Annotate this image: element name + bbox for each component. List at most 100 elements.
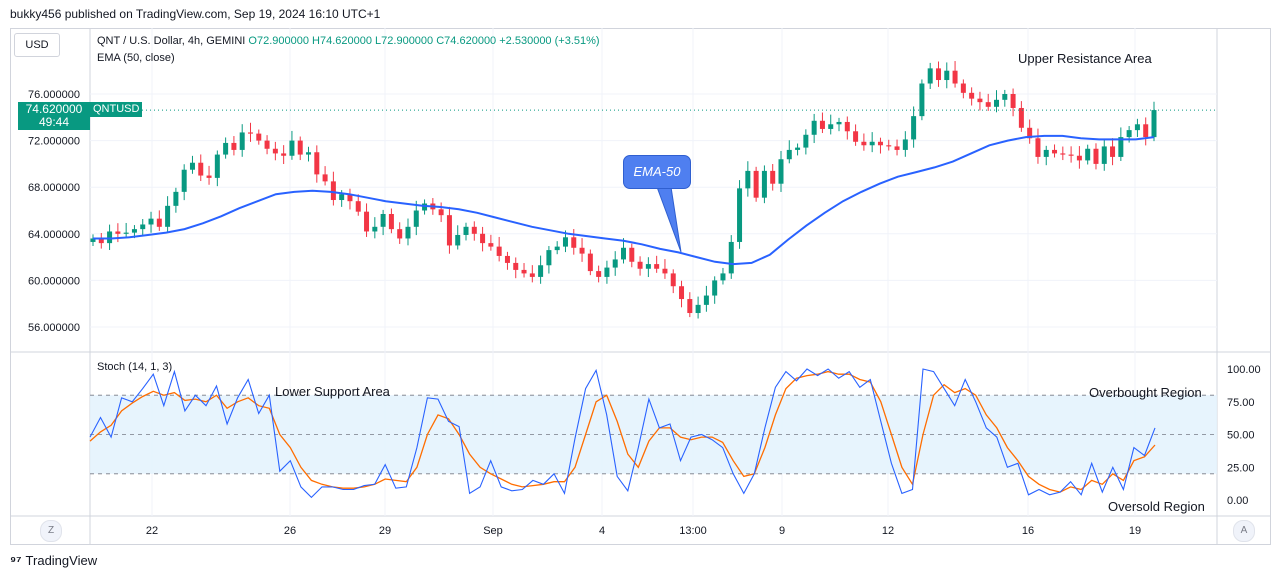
candle-body — [206, 175, 212, 178]
price-tick-label: 64.000000 — [28, 229, 80, 241]
time-tick-label: 13:00 — [679, 525, 707, 537]
candle-body — [761, 170, 767, 198]
legend-close: C74.620000 — [436, 35, 497, 47]
stoch-tick-label: 75.00 — [1227, 397, 1255, 409]
candle-body — [488, 243, 494, 247]
time-tick-label: 29 — [379, 525, 391, 537]
candle-body — [330, 181, 336, 201]
candle-body — [828, 124, 834, 129]
candle-body — [861, 141, 867, 146]
candle-body — [745, 170, 751, 189]
time-tick-label: 22 — [146, 525, 158, 537]
chart-frame — [10, 28, 1271, 545]
stoch-tick-label: 0.00 — [1227, 495, 1248, 507]
candle-body — [1068, 154, 1074, 156]
candle-body — [1101, 146, 1107, 164]
candle-body — [679, 286, 685, 300]
candle-body — [1093, 148, 1099, 164]
candle-body — [422, 203, 428, 211]
candle-body — [463, 226, 469, 235]
candle-body — [1110, 146, 1116, 157]
candle-body — [281, 153, 287, 156]
time-tick-label: 12 — [882, 525, 894, 537]
candle-body — [181, 169, 187, 192]
candle-body — [960, 83, 966, 93]
candle-body — [140, 224, 146, 230]
candle-body — [397, 229, 403, 239]
candle-body — [156, 218, 162, 227]
candle-body — [264, 140, 270, 149]
candle-body — [703, 295, 709, 305]
candle-body — [977, 98, 983, 103]
zoom-button[interactable]: Z — [40, 520, 62, 542]
candle-body — [446, 215, 452, 246]
candle-body — [670, 273, 676, 287]
candle-body — [347, 194, 353, 202]
candle-body — [637, 261, 643, 269]
legend-high: H74.620000 — [312, 35, 372, 47]
candle-body — [90, 238, 96, 242]
candle-body — [471, 226, 477, 234]
time-tick-label: 19 — [1129, 525, 1141, 537]
candle-body — [405, 226, 411, 239]
time-tick-label: 4 — [599, 525, 605, 537]
currency-button[interactable]: USD — [14, 33, 60, 57]
candle-body — [546, 250, 552, 266]
candle-body — [1118, 137, 1124, 157]
time-tick-label: 26 — [284, 525, 296, 537]
candle-body — [869, 141, 875, 146]
stoch-legend[interactable]: Stoch (14, 1, 3) — [97, 361, 173, 373]
candle-body — [480, 233, 486, 244]
publish-header: bukky456 published on TradingView.com, S… — [0, 0, 1281, 28]
ema50-line — [93, 134, 1155, 266]
candle-body — [645, 264, 651, 269]
lower-support-label: Lower Support Area — [275, 384, 391, 399]
candle-body — [314, 152, 320, 175]
candle-body — [239, 132, 245, 150]
candle-body — [521, 269, 527, 274]
symbol-tag: QNTUSD — [90, 102, 143, 117]
candle-body — [529, 273, 535, 277]
candle-body — [621, 247, 626, 260]
candle-body — [604, 267, 610, 277]
bar-timer: 49:44 — [38, 115, 70, 129]
candle-body — [504, 255, 510, 263]
candle-body — [173, 191, 179, 206]
candle-body — [571, 237, 577, 248]
candle-body — [737, 188, 743, 242]
candle-body — [231, 142, 237, 150]
candle-body — [687, 299, 693, 314]
candle-body — [994, 99, 1000, 107]
candle-body — [1076, 155, 1082, 161]
candle-body — [413, 210, 419, 227]
ema-legend[interactable]: EMA (50, close) — [97, 52, 175, 64]
tradingview-logo-icon: ⁹⁷ — [10, 553, 22, 568]
candle-body — [919, 83, 925, 117]
candle-body — [969, 92, 975, 99]
candle-body — [1043, 149, 1049, 157]
candle-body — [728, 241, 734, 274]
candle-body — [1018, 107, 1024, 128]
candle-body — [98, 238, 104, 244]
candle-body — [1060, 153, 1066, 155]
candle-body — [927, 68, 933, 84]
ema-callout-pointer — [656, 186, 682, 253]
candle-body — [1052, 149, 1058, 154]
tradingview-brand: ⁹⁷ TradingView — [10, 553, 97, 568]
candle-body — [819, 120, 825, 129]
stoch-d-line — [89, 370, 1156, 493]
overbought-label: Overbought Region — [1089, 385, 1202, 400]
candle-body — [662, 268, 668, 274]
candles — [90, 61, 1157, 319]
legend-low: L72.900000 — [375, 35, 434, 47]
candle-body — [355, 201, 361, 212]
stoch-tick-label: 25.00 — [1227, 462, 1255, 474]
auto-scale-button[interactable]: A — [1233, 520, 1255, 542]
stoch-k-line — [89, 368, 1156, 499]
candle-body — [1002, 94, 1008, 100]
candle-body — [1085, 148, 1091, 161]
candle-body — [1143, 124, 1149, 138]
candle-body — [1126, 130, 1132, 138]
candle-body — [165, 205, 171, 227]
